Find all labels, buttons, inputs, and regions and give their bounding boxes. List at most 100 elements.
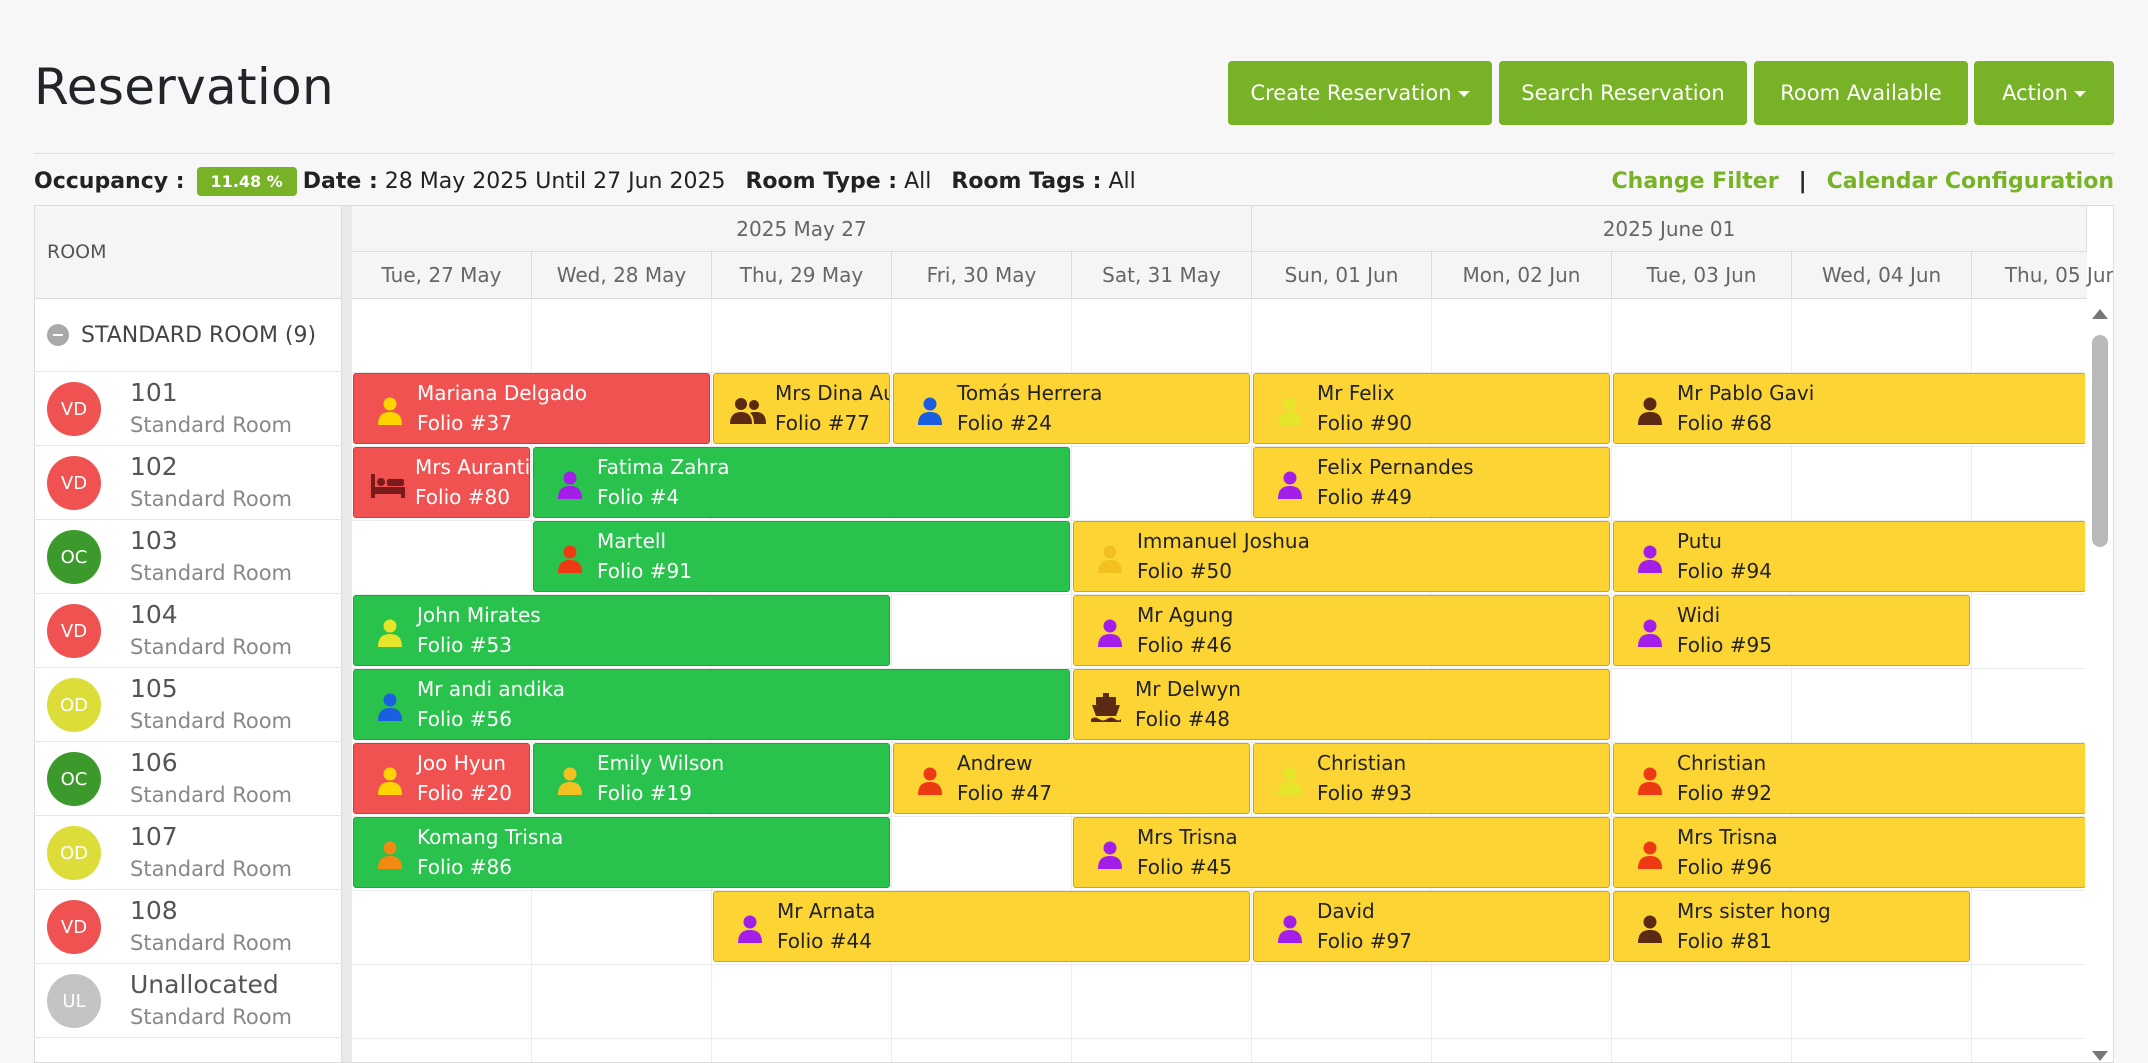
column-splitter[interactable] <box>342 206 352 1062</box>
row-gridline <box>352 372 2087 373</box>
reservation-block[interactable]: Mr Delwyn Folio #48 <box>1073 669 1610 740</box>
reservation-block[interactable]: Mrs Auranti q Folio #80 <box>353 447 530 518</box>
reservation-block[interactable]: Martell Folio #91 <box>533 521 1070 592</box>
reservation-block[interactable]: Christian Folio #92 <box>1613 743 2086 814</box>
divider <box>34 153 2114 154</box>
guest-name: Andrew <box>957 751 1033 775</box>
reservation-block[interactable]: Mr andi andika Folio #56 <box>353 669 1070 740</box>
folio-number: Folio #97 <box>1317 929 1412 953</box>
vertical-scrollbar[interactable] <box>2085 299 2113 1062</box>
room-row[interactable]: VD 108 Standard Room <box>35 890 342 964</box>
folio-number: Folio #96 <box>1677 855 1772 879</box>
reservation-block[interactable]: Mrs Trisna Folio #96 <box>1613 817 2086 888</box>
room-type: Standard Room <box>130 857 293 881</box>
row-gridline <box>352 520 2087 521</box>
day-header: Thu, 29 May <box>712 252 892 298</box>
folio-number: Folio #77 <box>775 411 870 435</box>
day-gridline <box>1791 299 1792 1062</box>
scrollbar-thumb[interactable] <box>2092 335 2108 547</box>
reservation-block[interactable]: Joo Hyun Folio #20 <box>353 743 530 814</box>
reservation-block[interactable]: Immanuel Joshua Folio #50 <box>1073 521 1610 592</box>
room-row[interactable]: OC 103 Standard Room <box>35 520 342 594</box>
reservation-block[interactable]: Mariana Delgado Folio #37 <box>353 373 710 444</box>
reservation-block[interactable]: Widi Folio #95 <box>1613 595 1970 666</box>
reservation-block[interactable]: Tomás Herrera Folio #24 <box>893 373 1250 444</box>
row-gridline <box>352 964 2087 965</box>
reservation-block[interactable]: Fatima Zahra Folio #4 <box>533 447 1070 518</box>
search-reservation-button[interactable]: Search Reservation <box>1499 61 1747 125</box>
caret-down-icon <box>2073 91 2086 97</box>
room-status-badge: OD <box>47 826 101 880</box>
guest-name: David <box>1317 899 1375 923</box>
person-icon <box>1276 396 1304 426</box>
room-row[interactable]: OC 106 Standard Room <box>35 742 342 816</box>
reservation-block[interactable]: John Mirates Folio #53 <box>353 595 890 666</box>
guest-name: Fatima Zahra <box>597 455 730 479</box>
guest-name: Martell <box>597 529 666 553</box>
reservation-block[interactable]: Mr Pablo Gavi Folio #68 <box>1613 373 2086 444</box>
row-gridline <box>352 668 2087 669</box>
collapse-icon[interactable] <box>47 324 69 346</box>
folio-number: Folio #92 <box>1677 781 1772 805</box>
row-gridline <box>352 594 2087 595</box>
room-group-header[interactable]: STANDARD ROOM (9) <box>35 299 342 372</box>
reservation-block[interactable]: Mrs sister hong Folio #81 <box>1613 891 1970 962</box>
guest-name: Tomás Herrera <box>957 381 1103 405</box>
folio-number: Folio #68 <box>1677 411 1772 435</box>
month-header: 2025 May 27 <box>352 206 1252 252</box>
create-reservation-label: Create Reservation <box>1250 81 1452 105</box>
room-row[interactable]: VD 102 Standard Room <box>35 446 342 520</box>
reservation-block[interactable]: Emily Wilson Folio #19 <box>533 743 890 814</box>
folio-number: Folio #20 <box>417 781 512 805</box>
room-row[interactable]: VD 104 Standard Room <box>35 594 342 668</box>
change-filter-link[interactable]: Change Filter <box>1611 168 1779 194</box>
person-icon <box>1636 396 1664 426</box>
scroll-up-icon[interactable] <box>2092 309 2108 319</box>
folio-number: Folio #93 <box>1317 781 1412 805</box>
reservation-block[interactable]: Christian Folio #93 <box>1253 743 1610 814</box>
calendar-configuration-link[interactable]: Calendar Configuration <box>1826 168 2114 194</box>
folio-number: Folio #86 <box>417 855 512 879</box>
action-label: Action <box>2002 81 2068 105</box>
create-reservation-button[interactable]: Create Reservation <box>1228 61 1492 125</box>
reservation-block[interactable]: Mr Arnata Folio #44 <box>713 891 1250 962</box>
person-icon <box>1276 470 1304 500</box>
room-row[interactable]: UL Unallocated Standard Room <box>35 964 342 1038</box>
room-row[interactable]: VD 101 Standard Room <box>35 372 342 446</box>
folio-number: Folio #91 <box>597 559 692 583</box>
reservation-block[interactable]: Mrs Trisna Folio #45 <box>1073 817 1610 888</box>
guest-name: Mr Pablo Gavi <box>1677 381 1815 405</box>
person-icon <box>376 692 404 722</box>
reservation-block[interactable]: Mrs Dina Aulia Folio #77 <box>713 373 890 444</box>
reservation-block[interactable]: Komang Trisna Folio #86 <box>353 817 890 888</box>
reservation-block[interactable]: David Folio #97 <box>1253 891 1610 962</box>
room-row[interactable]: OD 107 Standard Room <box>35 816 342 890</box>
reservation-block[interactable]: Putu Folio #94 <box>1613 521 2086 592</box>
folio-number: Folio #47 <box>957 781 1052 805</box>
reservation-block[interactable]: Andrew Folio #47 <box>893 743 1250 814</box>
person-icon <box>556 544 584 574</box>
guest-name: Mariana Delgado <box>417 381 587 405</box>
group-icon <box>730 396 766 426</box>
action-button[interactable]: Action <box>1974 61 2114 125</box>
booking-grid[interactable]: Mariana Delgado Folio #37 Mrs Dina Aulia Fo… <box>352 299 2087 1062</box>
person-icon <box>916 396 944 426</box>
folio-number: Folio #53 <box>417 633 512 657</box>
scroll-down-icon[interactable] <box>2092 1051 2108 1061</box>
room-available-button[interactable]: Room Available <box>1754 61 1968 125</box>
reservation-block[interactable]: Mr Agung Folio #46 <box>1073 595 1610 666</box>
person-icon <box>1096 544 1124 574</box>
day-gridline <box>1971 299 1972 1062</box>
row-gridline <box>352 1038 2087 1039</box>
reservation-block[interactable]: Felix Pernandes Folio #49 <box>1253 447 1610 518</box>
guest-name: Komang Trisna <box>417 825 564 849</box>
room-row[interactable]: OD 105 Standard Room <box>35 668 342 742</box>
folio-number: Folio #94 <box>1677 559 1772 583</box>
person-icon <box>376 766 404 796</box>
reservation-block[interactable]: Mr Felix Folio #90 <box>1253 373 1610 444</box>
day-header: Wed, 04 Jun <box>1792 252 1972 298</box>
folio-number: Folio #95 <box>1677 633 1772 657</box>
person-icon <box>1636 914 1664 944</box>
guest-name: Felix Pernandes <box>1317 455 1474 479</box>
folio-number: Folio #56 <box>417 707 512 731</box>
